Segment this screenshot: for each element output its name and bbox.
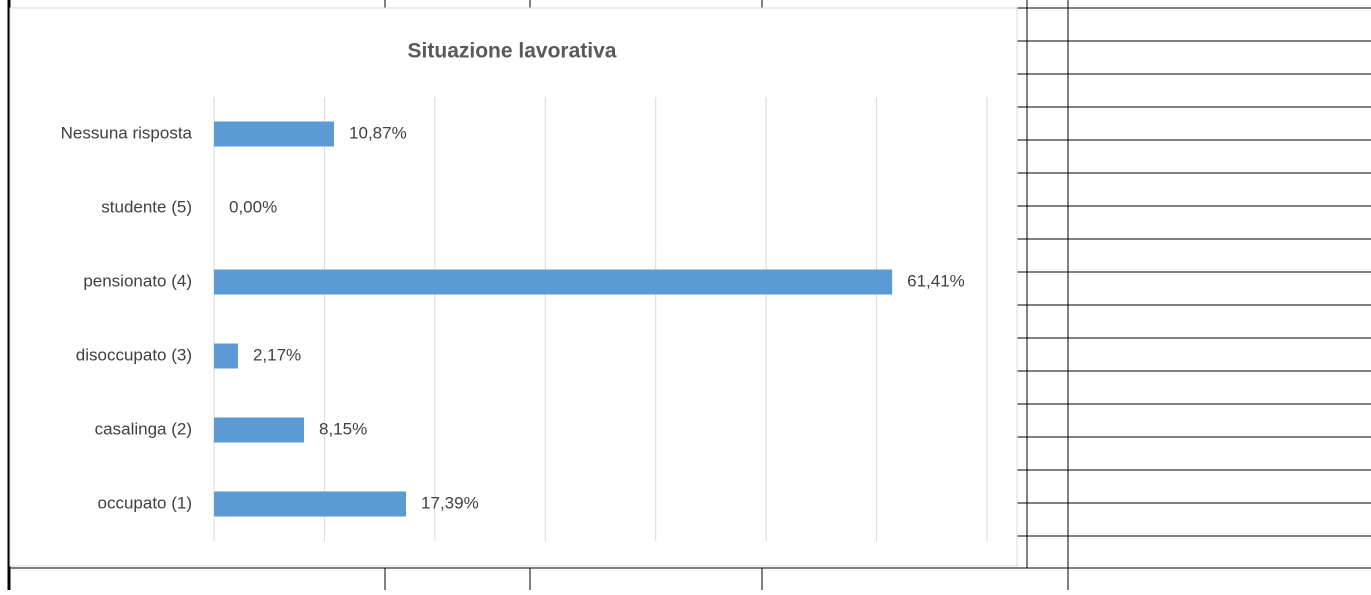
y-tick-label: disoccupato (3): [76, 345, 192, 364]
bar: [214, 121, 335, 147]
bar: [214, 269, 893, 295]
chart-title: Situazione lavorativa: [408, 40, 617, 63]
y-tick-label: casalinga (2): [95, 419, 192, 438]
y-tick-label: Nessuna risposta: [61, 123, 193, 142]
data-label: 17,39%: [421, 493, 479, 512]
data-label: 10,87%: [349, 123, 407, 142]
data-label: 8,15%: [319, 419, 367, 438]
y-tick-label: occupato (1): [98, 493, 193, 512]
data-label: 0,00%: [229, 197, 277, 216]
bar: [214, 491, 407, 517]
data-label: 2,17%: [253, 345, 301, 364]
y-tick-label: studente (5): [101, 197, 192, 216]
sheet-grid: [7, 0, 1371, 590]
sheet-rows: [1017, 7, 1371, 537]
bar: [214, 343, 238, 369]
bar: [214, 417, 304, 443]
y-tick-label: pensionato (4): [83, 271, 192, 290]
data-label: 61,41%: [907, 271, 965, 290]
